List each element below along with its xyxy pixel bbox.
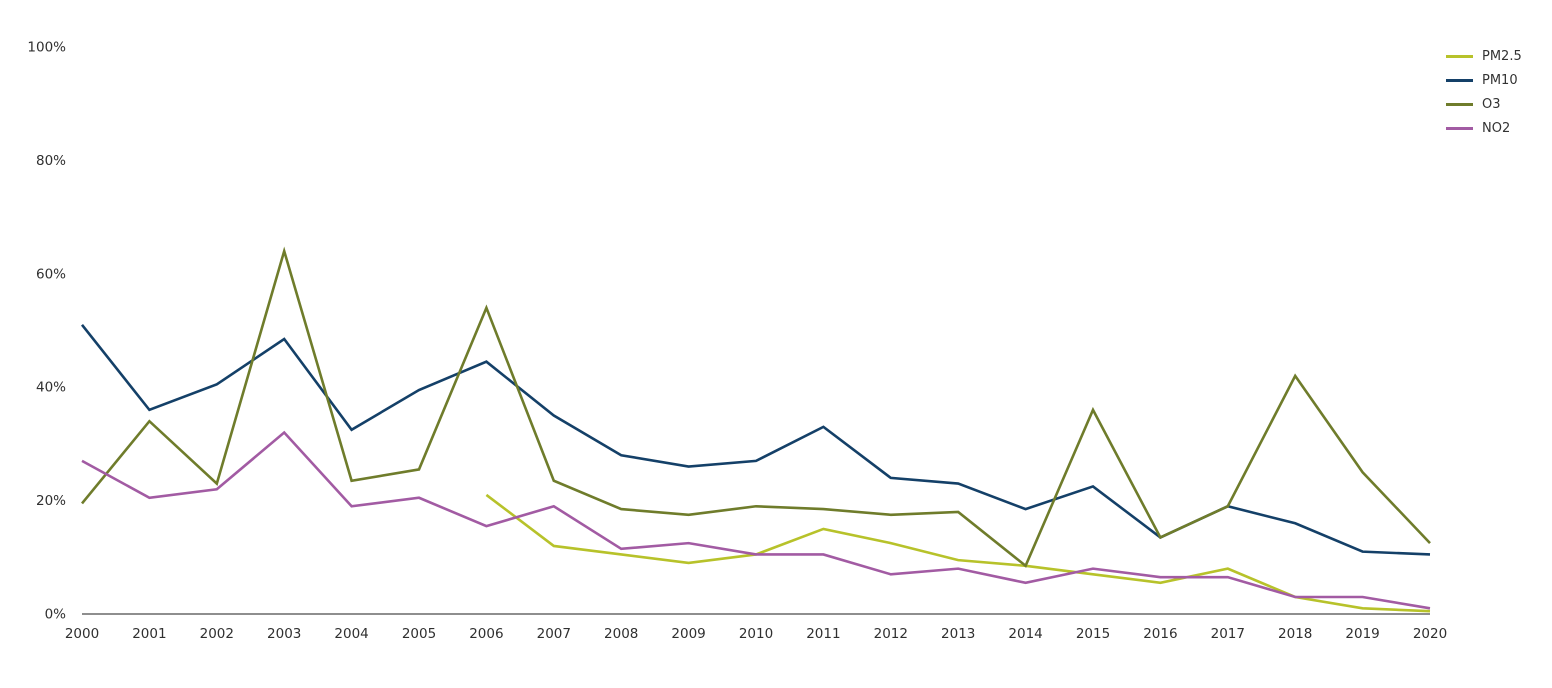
x-axis-tick-label: 2013 bbox=[941, 626, 975, 642]
series-line-no2 bbox=[81, 430, 1431, 610]
x-axis-tick-label: 2006 bbox=[469, 626, 503, 642]
y-axis-tick-label: 80% bbox=[36, 153, 66, 169]
x-axis-tick-label: 2017 bbox=[1211, 626, 1245, 642]
y-axis-tick-label: 100% bbox=[27, 40, 66, 56]
y-axis-tick-label: 0% bbox=[45, 607, 67, 623]
legend-label-pm10: PM10 bbox=[1482, 72, 1518, 88]
x-axis-tick-label: 2019 bbox=[1345, 626, 1379, 642]
x-axis-tick-label: 2008 bbox=[604, 626, 638, 642]
y-axis-tick-label: 20% bbox=[36, 493, 66, 509]
x-axis-tick-label: 2016 bbox=[1143, 626, 1177, 642]
legend-item-o3[interactable]: O3 bbox=[1446, 92, 1522, 116]
x-axis-tick-label: 2005 bbox=[402, 626, 436, 642]
x-axis-tick-label: 2018 bbox=[1278, 626, 1312, 642]
x-axis-tick-label: 2020 bbox=[1413, 626, 1447, 642]
legend-item-no2[interactable]: NO2 bbox=[1446, 116, 1522, 140]
series-line-o3 bbox=[80, 246, 1431, 568]
chart-legend: PM2.5 PM10 O3 NO2 bbox=[1446, 44, 1522, 140]
legend-swatch-no2 bbox=[1446, 126, 1473, 130]
series-line-pm10 bbox=[80, 324, 1431, 556]
x-axis-tick-label: 2003 bbox=[267, 626, 301, 642]
x-axis-tick-label: 2000 bbox=[65, 626, 99, 642]
x-axis-tick-label: 2015 bbox=[1076, 626, 1110, 642]
x-axis-tick-label: 2007 bbox=[537, 626, 571, 642]
x-axis-tick-label: 2012 bbox=[874, 626, 908, 642]
x-axis-tick-label: 2011 bbox=[806, 626, 840, 642]
x-axis-tick-label: 2009 bbox=[671, 626, 705, 642]
x-axis-tick-label: 2014 bbox=[1008, 626, 1042, 642]
y-axis-tick-label: 60% bbox=[36, 266, 66, 282]
x-axis-tick-label: 2001 bbox=[132, 626, 166, 642]
legend-swatch-pm25 bbox=[1446, 54, 1473, 58]
legend-item-pm10[interactable]: PM10 bbox=[1446, 68, 1522, 92]
x-axis-tick-label: 2002 bbox=[200, 626, 234, 642]
legend-label-o3: O3 bbox=[1482, 96, 1501, 112]
legend-label-no2: NO2 bbox=[1482, 120, 1511, 136]
legend-item-pm25[interactable]: PM2.5 bbox=[1446, 44, 1522, 68]
legend-swatch-o3 bbox=[1446, 102, 1473, 106]
x-axis-tick-label: 2010 bbox=[739, 626, 773, 642]
legend-swatch-pm10 bbox=[1446, 78, 1473, 82]
x-axis-tick-label: 2004 bbox=[334, 626, 368, 642]
legend-label-pm25: PM2.5 bbox=[1482, 48, 1522, 64]
series-line-pm25 bbox=[485, 493, 1431, 613]
y-axis-tick-label: 40% bbox=[36, 380, 66, 396]
